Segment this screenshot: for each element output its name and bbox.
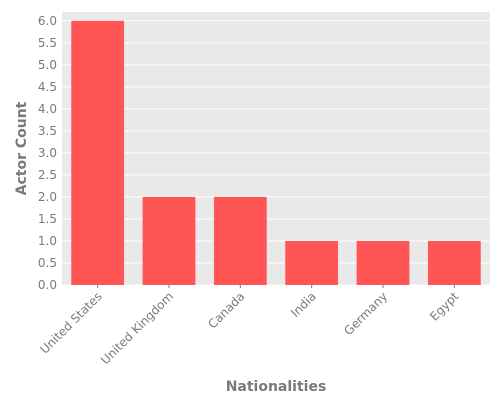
bar-egypt — [427, 240, 481, 285]
y-tick-label: 0.0 — [38, 278, 57, 292]
bar-canada — [213, 196, 267, 285]
y-tick-label: 6.0 — [38, 14, 57, 28]
x-tick-label: United Kingdom — [98, 289, 176, 367]
y-tick-label: 1.0 — [38, 234, 57, 248]
x-tick-label: Egypt — [427, 289, 462, 324]
plot-area — [62, 12, 490, 285]
y-tick-label: 2.5 — [38, 168, 57, 182]
x-axis-label: Nationalities — [226, 379, 327, 395]
y-tick-label: 5.0 — [38, 58, 57, 72]
y-tick-label: 4.5 — [38, 80, 57, 94]
y-tick-label: 0.5 — [38, 256, 57, 270]
bar-germany — [356, 240, 410, 285]
y-tick-label: 1.5 — [38, 212, 57, 226]
y-tick-label: 3.0 — [38, 146, 57, 160]
x-tick-label: Canada — [205, 289, 247, 331]
x-tick-label: India — [288, 289, 319, 320]
y-tick-label: 4.0 — [38, 102, 57, 116]
y-axis-label: Actor Count — [14, 101, 30, 195]
x-tick-label: United States — [37, 289, 104, 356]
bar-india — [285, 240, 339, 285]
x-tick-label: Germany — [341, 289, 390, 338]
bar-united-states — [71, 20, 125, 285]
bars — [71, 20, 481, 285]
y-tick-label: 2.0 — [38, 190, 57, 204]
y-tick-label: 5.5 — [38, 36, 57, 50]
gridlines — [62, 20, 490, 286]
y-tick-label: 3.5 — [38, 124, 57, 138]
y-axis-ticks: 0.0 0.5 1.0 1.5 2.0 2.5 3.0 3.5 4.0 4.5 5.0 5.5 6.0 — [38, 14, 57, 292]
bar-united-kingdom — [142, 196, 196, 285]
